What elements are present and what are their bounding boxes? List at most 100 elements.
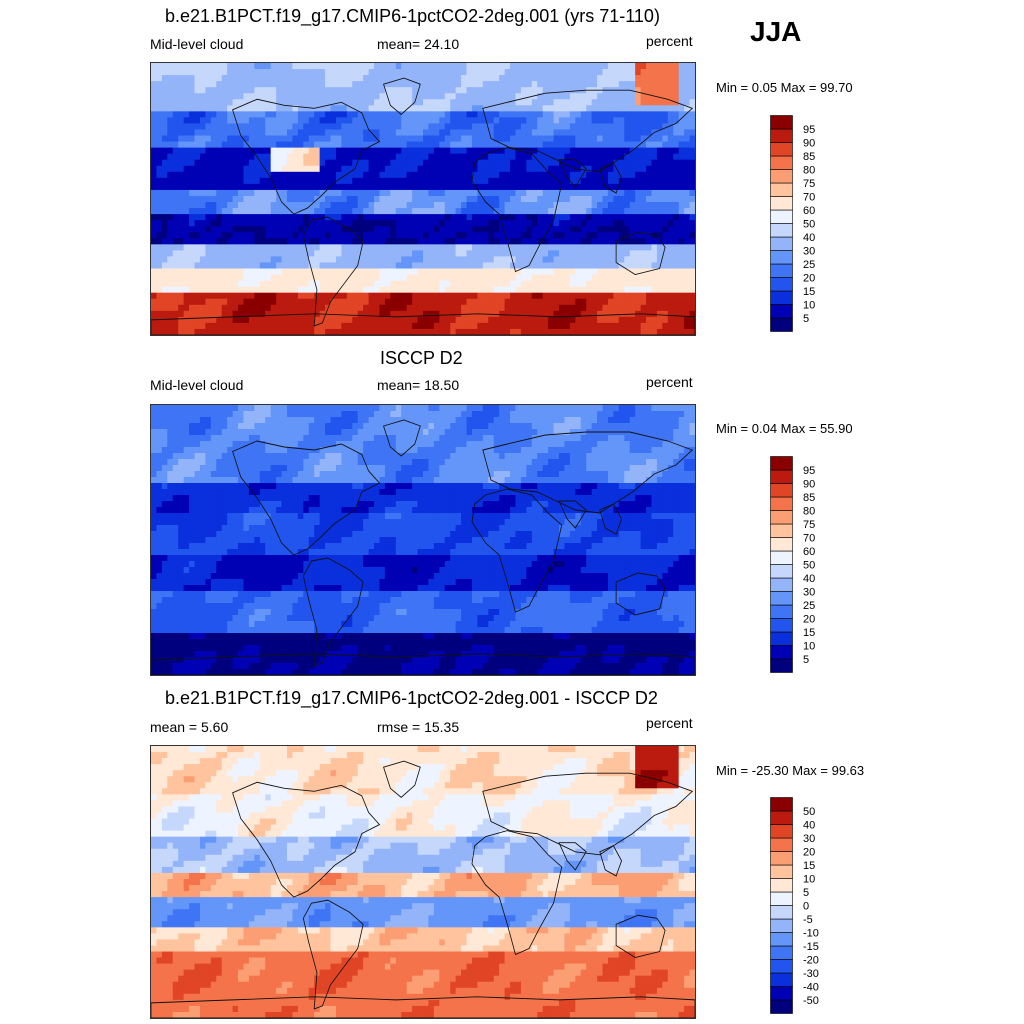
colorbar-swatch [770, 591, 793, 606]
panel2-title: ISCCP D2 [380, 348, 463, 368]
colorbar-swatch [770, 290, 793, 305]
colorbar-swatch [770, 810, 793, 825]
colorbar-swatch [770, 510, 793, 525]
coastline [471, 830, 563, 956]
colorbar-swatch [770, 209, 793, 224]
colorbar-swatch [770, 182, 793, 197]
coastline [151, 313, 695, 335]
colorbar-tick-label: 70 [803, 533, 815, 545]
panel2-map [150, 404, 696, 676]
colorbar-tick-label: 75 [803, 178, 815, 190]
colorbar-tick-label: 25 [803, 259, 815, 271]
colorbar-swatch [770, 142, 793, 157]
colorbar-tick-label: -50 [803, 995, 819, 1007]
panel2-units: percent [646, 374, 693, 390]
colorbar-tick-label: -20 [803, 955, 819, 967]
colorbar-swatch [770, 631, 793, 646]
panel3-minmax: Min = -25.30 Max = 99.63 [716, 763, 865, 778]
panel1-map [150, 62, 696, 336]
colorbar-tick-label: 40 [803, 820, 815, 832]
coastline [383, 77, 421, 115]
colorbar-tick-label: 20 [803, 614, 815, 626]
coastline [151, 653, 695, 675]
colorbar-tick-label: 75 [803, 519, 815, 531]
colorbar-tick-label: 40 [803, 573, 815, 585]
colorbar-tick-label: 70 [803, 192, 815, 204]
colorbar-tick-label: 20 [803, 273, 815, 285]
colorbar-tick-label: -30 [803, 968, 819, 980]
coastline [232, 781, 381, 898]
coastline [615, 572, 666, 616]
colorbar-tick-label: 85 [803, 151, 815, 163]
colorbar-swatch [770, 959, 793, 974]
colorbar-swatch [770, 878, 793, 893]
colorbar-swatch [770, 851, 793, 866]
coastline [599, 162, 623, 194]
colorbar-swatch [770, 618, 793, 633]
colorbar-swatch [770, 824, 793, 839]
colorbar-swatch [770, 469, 793, 484]
colorbar-swatch [770, 564, 793, 579]
colorbar-swatch [770, 604, 793, 619]
colorbar-swatch [770, 236, 793, 251]
colorbar-swatch [770, 115, 793, 130]
panel3-colorbar: -50 -40 -30 -20 -15 -10 -5 0 5 10 15 20 30 40 50 [770, 797, 840, 1015]
colorbar-tick-label: 15 [803, 860, 815, 872]
colorbar-swatch [770, 797, 793, 812]
colorbar-tick-label: 30 [803, 246, 815, 258]
colorbar-tick-label: 10 [803, 641, 815, 653]
colorbar-tick-label: 15 [803, 627, 815, 639]
colorbar-swatch [770, 128, 793, 143]
coastline [302, 557, 364, 667]
colorbar-tick-label: 25 [803, 600, 815, 612]
colorbar-tick-label: -15 [803, 941, 819, 953]
coastline [232, 440, 381, 556]
colorbar-tick-label: 10 [803, 874, 815, 886]
coastline [599, 845, 623, 877]
coastline [471, 488, 563, 613]
coastline [302, 216, 364, 327]
colorbar-swatch [770, 223, 793, 238]
colorbar-tick-label: 50 [803, 806, 815, 818]
coastlines [151, 760, 695, 1018]
colorbar-tick-label: 20 [803, 847, 815, 859]
colorbar-swatch [770, 986, 793, 1001]
colorbar-tick-label: 5 [803, 887, 809, 899]
coastline [302, 899, 364, 1010]
colorbar-swatch [770, 864, 793, 879]
coastline [615, 231, 666, 276]
panel1-left-label: Mid-level cloud [150, 36, 244, 52]
colorbar-swatch [770, 250, 793, 265]
colorbar-swatch [770, 999, 793, 1014]
panel1-title: b.e21.B1PCT.f19_g17.CMIP6-1pctCO2-2deg.0… [165, 6, 660, 26]
panel3-title: b.e21.B1PCT.f19_g17.CMIP6-1pctCO2-2deg.0… [165, 688, 658, 708]
field-cells [151, 63, 695, 335]
coastline [383, 760, 421, 798]
colorbar-swatch [770, 658, 793, 673]
coastline [615, 914, 666, 959]
colorbar-swatch [770, 945, 793, 960]
colorbar-swatch [770, 537, 793, 552]
field-cells [151, 405, 695, 675]
colorbar-tick-label: -5 [803, 914, 813, 926]
colorbar-tick-label: 80 [803, 506, 815, 518]
coastline [232, 98, 381, 215]
colorbar-tick-label: 40 [803, 232, 815, 244]
colorbar-swatch [770, 577, 793, 592]
coastlines [151, 419, 695, 675]
colorbar-swatch [770, 304, 793, 319]
colorbar-tick-label: 90 [803, 138, 815, 150]
colorbar-swatch [770, 169, 793, 184]
colorbar-swatch [770, 891, 793, 906]
coastline [482, 772, 694, 856]
colorbar-tick-label: 5 [803, 313, 809, 325]
colorbar-swatch [770, 317, 793, 332]
colorbar-tick-label: 50 [803, 219, 815, 231]
coastline [599, 503, 623, 535]
coastline [558, 500, 587, 529]
colorbar-swatch [770, 918, 793, 933]
panel2-mean: mean= 18.50 [377, 377, 460, 393]
colorbar-swatch [770, 196, 793, 211]
colorbar-tick-label: 5 [803, 654, 809, 666]
colorbar-tick-label: 10 [803, 300, 815, 312]
